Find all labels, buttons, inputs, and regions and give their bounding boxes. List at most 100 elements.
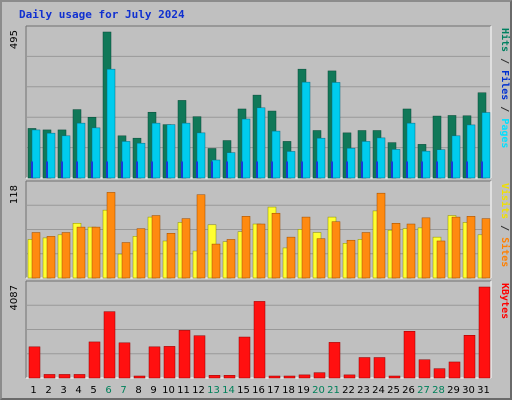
bar-files <box>91 161 93 178</box>
legend-entry: / <box>499 219 510 237</box>
bar-pages <box>46 132 56 179</box>
bar-files <box>376 161 378 178</box>
x-tick-label: 12 <box>192 385 205 396</box>
bar-kbytes <box>73 374 86 379</box>
x-tick-label: 31 <box>477 385 490 396</box>
bar-sites <box>151 215 161 279</box>
bar-sites <box>301 216 311 279</box>
bar-kbytes <box>328 342 341 379</box>
bar-kbytes <box>448 361 461 379</box>
bar-sites <box>286 236 296 279</box>
bar-pages <box>286 151 296 179</box>
bar-files <box>151 161 153 178</box>
bar-sites <box>91 226 101 279</box>
bar-kbytes <box>388 375 401 379</box>
y-max-label: 118 <box>9 185 20 204</box>
bar-kbytes <box>163 346 176 379</box>
bar-files <box>301 161 303 178</box>
x-tick-label: 3 <box>60 385 66 396</box>
bar-files <box>61 161 63 178</box>
bar-pages <box>226 152 236 179</box>
bar-kbytes <box>223 375 236 379</box>
legend-entry: Sites <box>499 237 511 267</box>
bar-pages <box>211 159 221 179</box>
bar-kbytes <box>88 341 101 379</box>
bar-pages <box>406 122 416 179</box>
bar-files <box>136 161 138 178</box>
bar-kbytes <box>148 346 161 379</box>
bar-files <box>46 161 48 178</box>
bar-files <box>451 161 453 178</box>
bar-sites <box>316 238 326 279</box>
bar-kbytes <box>268 375 281 379</box>
bar-kbytes <box>298 374 311 379</box>
bar-pages <box>181 122 191 179</box>
x-tick-label: 15 <box>237 385 250 396</box>
bar-files <box>226 161 228 178</box>
legend-visits-sites: Visits / Sites <box>499 183 511 267</box>
x-tick-label: 6 <box>105 385 111 396</box>
bar-files <box>76 161 78 178</box>
bar-files <box>346 161 348 178</box>
x-tick-label: 14 <box>222 385 235 396</box>
bar-files <box>106 161 108 178</box>
bar-sites <box>121 242 131 279</box>
bar-sites <box>391 222 401 279</box>
bar-files <box>421 161 423 178</box>
legend-entry: / <box>499 52 510 70</box>
legend-pages-files-hits: Hits / Files / Pages <box>499 28 511 148</box>
bar-files <box>241 161 243 178</box>
legend-entry: KBytes <box>499 283 510 319</box>
bar-sites <box>376 192 386 279</box>
y-max-label: 495 <box>9 30 20 49</box>
bar-kbytes <box>313 372 326 379</box>
x-tick-label: 29 <box>447 385 460 396</box>
bar-kbytes <box>373 357 386 379</box>
bar-pages <box>121 141 131 179</box>
bar-pages <box>151 122 161 179</box>
bar-files <box>211 161 213 178</box>
bar-files <box>436 161 438 178</box>
legend-kbytes: KBytes <box>499 283 510 319</box>
bar-sites <box>31 232 41 279</box>
bar-kbytes <box>118 342 131 379</box>
x-tick-label: 7 <box>120 385 126 396</box>
bar-sites <box>256 223 266 279</box>
bar-kbytes <box>28 346 41 379</box>
x-tick-label: 23 <box>357 385 370 396</box>
x-tick-label: 10 <box>162 385 175 396</box>
bar-files <box>31 161 33 178</box>
bar-pages <box>451 135 461 179</box>
bar-pages <box>466 124 476 179</box>
bar-pages <box>436 149 446 179</box>
bar-files <box>166 161 168 178</box>
x-tick-label: 8 <box>135 385 141 396</box>
bar-sites <box>61 232 71 279</box>
x-tick-label: 19 <box>297 385 310 396</box>
bar-sites <box>106 192 116 279</box>
x-tick-label: 28 <box>432 385 445 396</box>
bar-sites <box>211 243 221 279</box>
bar-kbytes <box>238 336 251 379</box>
x-tick-label: 17 <box>267 385 280 396</box>
bar-files <box>466 161 468 178</box>
bar-pages <box>166 124 176 179</box>
bar-files <box>196 161 198 178</box>
bar-sites <box>271 212 281 279</box>
bar-files <box>181 161 183 178</box>
bar-pages <box>106 68 116 179</box>
bar-kbytes <box>58 374 71 379</box>
bar-sites <box>481 218 491 279</box>
bar-pages <box>391 149 401 179</box>
bar-kbytes <box>253 301 266 379</box>
bar-sites <box>76 226 86 279</box>
bar-sites <box>466 216 476 279</box>
bar-sites <box>451 216 461 279</box>
x-tick-label: 20 <box>312 385 325 396</box>
bar-sites <box>166 233 176 279</box>
x-tick-label: 18 <box>282 385 295 396</box>
x-tick-label: 26 <box>402 385 415 396</box>
bar-pages <box>361 141 371 179</box>
bar-pages <box>301 81 311 179</box>
bar-sites <box>436 240 446 279</box>
